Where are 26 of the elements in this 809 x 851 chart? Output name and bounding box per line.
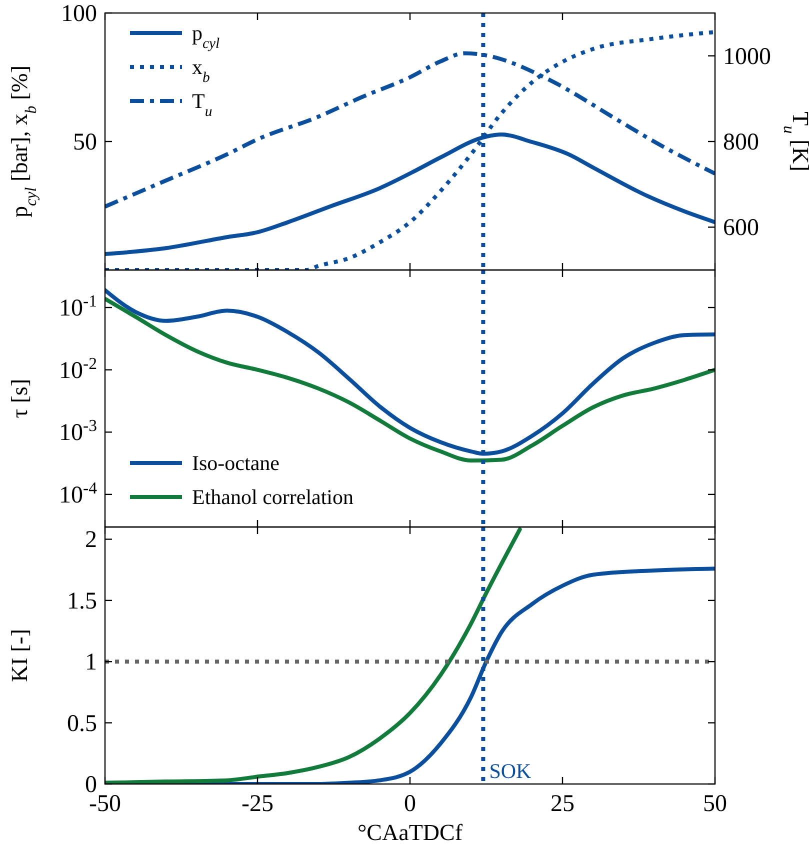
y-tick-label: 10$^{-1}$: [59, 291, 97, 322]
y2-tick-label: 800: [723, 130, 759, 156]
y-tick-label: 10$^{-3}$: [59, 416, 97, 446]
y-tick-label: 2: [85, 527, 97, 554]
x-axis-title: °CAaTDCf: [357, 820, 463, 845]
y2-tick-label: 1000: [723, 44, 771, 70]
legend-label: x$_{b}$: [192, 55, 210, 86]
x-tick-label: 50: [703, 791, 727, 817]
y-tick-label: 1: [85, 650, 97, 676]
y-axis-title: τ [s]: [7, 378, 32, 418]
y-axis-title: KI [-]: [7, 629, 32, 682]
y-tick-label: 0.5: [67, 710, 97, 737]
y-tick-label: 10$^{-2}$: [59, 353, 97, 384]
x-tick-label: 0: [404, 791, 416, 817]
ref-line-label: SOK: [489, 759, 532, 783]
legend-label: Iso-octane: [192, 451, 280, 475]
legend-label: T$_{u}$: [192, 89, 212, 120]
x-tick-label: -25: [242, 791, 274, 817]
legend-label: p$_{cyl}$: [192, 21, 220, 52]
x-tick-label: 25: [550, 791, 574, 817]
legend-label: Ethanol correlation: [192, 485, 354, 509]
y-tick-label: 1.5: [67, 588, 97, 614]
y-tick-label: 50: [73, 130, 97, 156]
y2-tick-label: 600: [723, 215, 759, 242]
y-tick-label: 10$^{-4}$: [59, 478, 98, 508]
y-tick-label: 100: [61, 1, 97, 27]
